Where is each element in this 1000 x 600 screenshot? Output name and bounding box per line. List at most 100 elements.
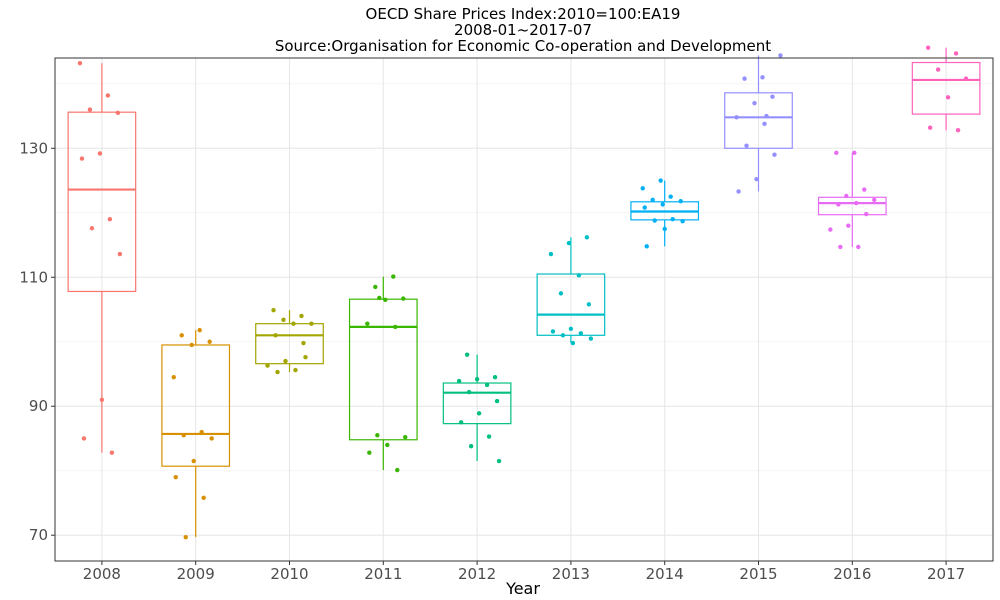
data-point xyxy=(953,51,959,56)
data-point xyxy=(652,218,657,223)
data-point xyxy=(548,251,554,257)
data-point xyxy=(744,143,749,148)
data-point xyxy=(736,189,741,194)
data-point xyxy=(925,45,931,50)
data-point xyxy=(492,375,498,380)
box-group-2009 xyxy=(161,327,231,540)
data-point xyxy=(955,128,961,133)
data-point xyxy=(586,302,592,307)
data-point xyxy=(640,186,645,191)
box xyxy=(67,111,137,293)
chart-subtitle: 2008-01~2017-07 xyxy=(454,21,592,39)
x-tick-label: 2011 xyxy=(364,565,402,583)
data-point xyxy=(476,411,482,416)
data-point xyxy=(854,200,859,206)
data-point xyxy=(115,110,121,116)
axes: 70 90 110 130 2008 2009 2010 2011 2012 2013 2014 20… xyxy=(19,139,965,583)
data-point xyxy=(181,433,186,438)
box-group-2010 xyxy=(255,307,324,375)
x-tick-label: 2010 xyxy=(270,565,308,583)
box-group-2012 xyxy=(442,352,512,464)
data-point xyxy=(963,76,969,81)
data-point xyxy=(650,197,655,203)
y-tick-label: 70 xyxy=(29,526,48,544)
data-point xyxy=(265,363,270,368)
data-point xyxy=(670,217,675,222)
data-point xyxy=(864,211,869,217)
data-point xyxy=(658,178,663,183)
data-point xyxy=(668,194,673,199)
data-point xyxy=(293,367,298,373)
data-point xyxy=(828,227,833,232)
data-point xyxy=(171,375,176,380)
data-point xyxy=(474,376,480,382)
data-point xyxy=(77,60,83,66)
y-tick-label: 90 xyxy=(29,397,48,415)
data-point xyxy=(486,434,492,439)
data-point xyxy=(391,274,396,279)
y-tick-label: 130 xyxy=(19,139,48,157)
data-point xyxy=(734,115,739,120)
data-point xyxy=(494,398,500,404)
x-tick-label: 2017 xyxy=(927,565,965,583)
data-point xyxy=(856,244,861,250)
data-point xyxy=(117,251,123,257)
data-point xyxy=(87,107,93,112)
data-point xyxy=(367,450,372,455)
panel-border xyxy=(54,57,994,562)
data-point xyxy=(588,336,594,341)
data-point xyxy=(197,327,202,333)
data-point xyxy=(464,352,470,357)
data-point xyxy=(301,340,306,346)
box xyxy=(161,344,231,467)
data-point xyxy=(109,450,115,455)
plot-marks xyxy=(67,45,981,540)
box-group-2008 xyxy=(67,60,137,455)
x-axis-title: Year xyxy=(505,579,540,598)
data-point xyxy=(189,342,194,348)
data-point xyxy=(207,339,212,344)
data-point xyxy=(468,444,474,449)
box xyxy=(255,323,324,365)
x-tick-label: 2012 xyxy=(458,565,496,583)
data-point xyxy=(99,397,105,402)
data-point xyxy=(365,321,370,326)
data-point xyxy=(385,442,390,448)
data-point xyxy=(383,297,388,303)
data-point xyxy=(550,329,556,334)
data-point xyxy=(772,152,777,157)
chart-source: Source:Organisation for Economic Co-oper… xyxy=(275,37,771,55)
data-point xyxy=(199,429,204,435)
x-tick-label: 2014 xyxy=(646,565,684,583)
data-point xyxy=(862,187,867,192)
data-point xyxy=(760,75,765,80)
data-point xyxy=(283,358,288,364)
data-point xyxy=(558,291,564,296)
data-point xyxy=(764,113,769,119)
data-point xyxy=(778,53,783,58)
data-point xyxy=(403,434,408,440)
data-point xyxy=(309,321,314,326)
data-point xyxy=(662,226,667,232)
data-point xyxy=(97,151,103,156)
data-point xyxy=(209,436,214,441)
data-point xyxy=(578,331,584,336)
data-point xyxy=(271,307,276,313)
data-point xyxy=(754,177,759,182)
data-point xyxy=(303,355,308,360)
data-point xyxy=(945,95,951,100)
data-point xyxy=(560,333,566,338)
data-point xyxy=(484,382,490,388)
y-tick-label: 110 xyxy=(19,268,48,286)
data-point xyxy=(838,244,843,250)
data-point xyxy=(107,217,113,222)
data-point xyxy=(291,321,296,326)
box-group-2017 xyxy=(911,45,981,133)
data-point xyxy=(872,197,877,203)
data-point xyxy=(273,333,278,338)
box-group-2015 xyxy=(724,53,793,194)
data-point xyxy=(373,284,378,290)
x-tick-label: 2008 xyxy=(83,565,121,583)
chart-title: OECD Share Prices Index:2010=100:EA19 xyxy=(366,5,681,23)
